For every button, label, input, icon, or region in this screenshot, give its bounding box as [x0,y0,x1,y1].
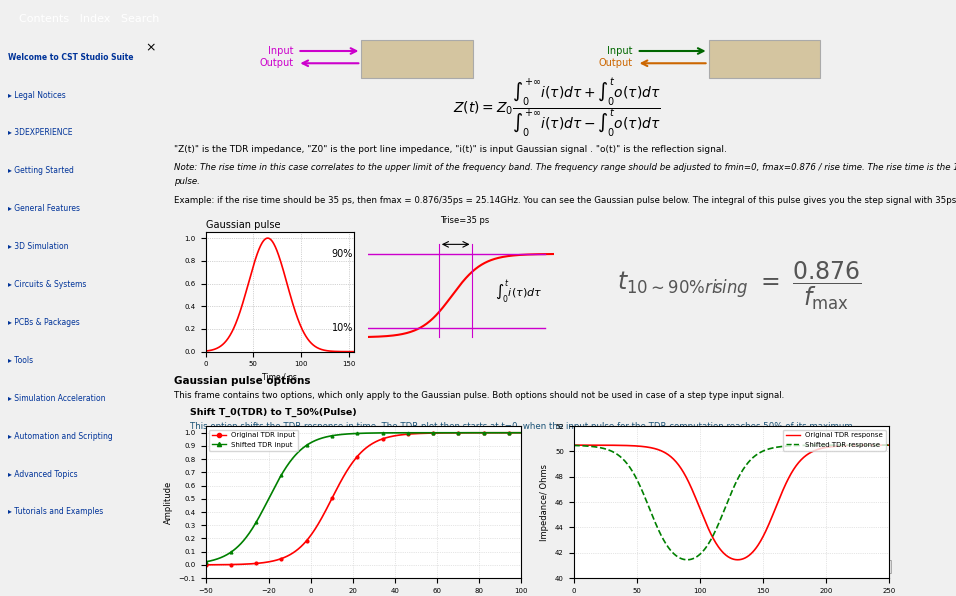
Text: Welcome to CST Studio Suite: Welcome to CST Studio Suite [8,52,134,61]
Original TDR response [720,551,731,558]
Text: $t_{10\sim90\%ri\!sing}\ =\ \dfrac{0.876}{f_{\mathrm{max}}}$: $t_{10\sim90\%ri\!sing}\ =\ \dfrac{0.876… [618,260,861,312]
FancyBboxPatch shape [361,40,473,77]
Text: Shift T_0(TDR) to T_50%(Pulse): Shift T_0(TDR) to T_50%(Pulse) [189,408,357,417]
Shifted TDR response [720,502,731,510]
Line: Shifted TDR response: Shifted TDR response [574,445,889,560]
Original TDR response [883,442,895,449]
Y-axis label: Amplitude: Amplitude [164,480,173,524]
Original TDR response [827,443,838,450]
Text: ▸ Tools: ▸ Tools [8,356,33,365]
Legend: Original TDR input, Shifted TDR input: Original TDR input, Shifted TDR input [209,430,298,451]
FancyBboxPatch shape [708,40,820,77]
Text: Output: Output [598,58,633,69]
Text: Gaussian pulse: Gaussian pulse [206,221,280,230]
Shifted TDR response [682,556,693,563]
Text: ▸ Automation and Scripting: ▸ Automation and Scripting [8,432,113,440]
Text: ▸ Advanced Topics: ▸ Advanced Topics [8,470,77,479]
Original TDR response [568,442,579,449]
Text: ▸ 3DEXPERIENCE: ▸ 3DEXPERIENCE [8,129,73,138]
Text: ×: × [145,42,156,54]
Text: ▸ Getting Started: ▸ Getting Started [8,166,74,175]
Shifted TDR response [883,442,895,449]
Text: Contents   Index   Search: Contents Index Search [19,14,160,24]
Text: ▸ PCBs & Packages: ▸ PCBs & Packages [8,318,79,327]
Shifted TDR response [568,442,579,449]
Text: Note: The rise time in this case correlates to the upper limit of the frequency : Note: The rise time in this case correla… [174,163,956,172]
Text: Input: Input [607,46,633,56]
Text: Input: Input [268,46,293,56]
Shifted TDR response [827,442,838,449]
Text: $Z(t) = Z_0\dfrac{\int_0^{+\infty}i(\tau)d\tau + \int_0^t o(\tau)d\tau}{\int_0^{: $Z(t) = Z_0\dfrac{\int_0^{+\infty}i(\tau… [453,77,661,140]
Text: ▸ Legal Notices: ▸ Legal Notices [8,91,66,100]
Text: ▸ Circuits & Systems: ▸ Circuits & Systems [8,280,86,289]
Text: ▸ Tutorials and Examples: ▸ Tutorials and Examples [8,507,103,516]
Text: ▸ General Features: ▸ General Features [8,204,80,213]
Text: "Z(t)" is the TDR impedance, "Z0" is the port line impedance, "i(t)" is input Ga: "Z(t)" is the TDR impedance, "Z0" is the… [174,145,727,154]
Text: 10%: 10% [332,323,353,333]
Shifted TDR response [739,463,750,470]
Text: 90%: 90% [332,249,353,259]
Text: pulse.: pulse. [174,177,200,186]
Text: $\int_0^t i(\tau)d\tau$: $\int_0^t i(\tau)d\tau$ [495,278,542,306]
Text: 🐾: 🐾 [793,556,802,575]
Text: This option shifts the TDR response in time. The TDR plot then starts at t=0, wh: This option shifts the TDR response in t… [189,422,855,431]
Original TDR response [739,554,750,561]
Original TDR response [877,442,888,449]
Text: Output: Output [259,58,293,69]
Text: Trise=35 ps: Trise=35 ps [441,216,489,225]
Original TDR response [718,550,729,557]
Original TDR response [756,535,768,542]
Text: CST仿真专家之路: CST仿真专家之路 [809,558,893,573]
Y-axis label: Impedance/ Ohms: Impedance/ Ohms [540,464,550,541]
Shifted TDR response [718,507,729,514]
Original TDR response [731,556,743,563]
Line: Original TDR response: Original TDR response [574,445,889,560]
Text: This frame contains two options, which only apply to the Gaussian pulse. Both op: This frame contains two options, which o… [174,391,784,400]
Shifted TDR response [756,448,768,455]
Text: ▸ 3D Simulation: ▸ 3D Simulation [8,242,69,251]
Shifted TDR response [877,442,888,449]
Text: ▸ Simulation Acceleration: ▸ Simulation Acceleration [8,394,105,403]
Legend: Original TDR response, Shifted TDR response: Original TDR response, Shifted TDR respo… [783,430,885,451]
Text: Example: if the rise time should be 35 ps, then fmax = 0.876/35ps = 25.14GHz. Yo: Example: if the rise time should be 35 p… [174,196,956,205]
X-axis label: Time / ps: Time / ps [262,373,297,382]
Text: Gaussian pulse options: Gaussian pulse options [174,376,310,386]
